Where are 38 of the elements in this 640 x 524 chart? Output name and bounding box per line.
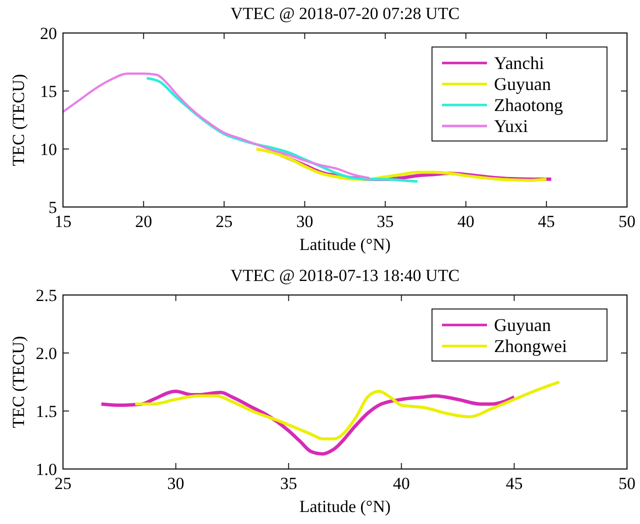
- y-tick-label: 20: [40, 24, 57, 43]
- y-tick-label: 15: [40, 82, 57, 101]
- y-tick-label: 1.0: [36, 460, 57, 479]
- x-tick-label: 25: [54, 474, 72, 493]
- x-tick-label: 40: [457, 212, 474, 231]
- y-tick-label: 10: [40, 140, 57, 159]
- legend-label: Yanchi: [494, 53, 544, 73]
- x-tick-label: 30: [167, 474, 184, 493]
- y-tick-label: 5: [48, 198, 57, 217]
- x-tick-label: 45: [538, 212, 555, 231]
- y-axis-title: TEC (TECU): [9, 336, 28, 428]
- x-tick-label: 35: [376, 212, 394, 231]
- line-series: [100, 390, 516, 456]
- y-tick-label: 1.5: [36, 402, 57, 421]
- y-tick-label: 2.5: [36, 286, 57, 305]
- x-tick-label: 30: [296, 212, 314, 231]
- chart-title: VTEC @ 2018-07-20 07:28 UTC: [230, 4, 460, 23]
- x-tick-label: 50: [618, 212, 636, 231]
- x-tick-label: 45: [506, 474, 523, 493]
- legend-label: Yuxi: [494, 116, 528, 136]
- x-tick-label: 15: [54, 212, 72, 231]
- legend-label: Guyuan: [494, 315, 551, 335]
- x-axis-title: Latitude (°N): [299, 235, 391, 254]
- legend-label: Zhongwei: [494, 336, 567, 356]
- x-tick-label: 50: [618, 474, 636, 493]
- legend-label: Guyuan: [494, 74, 551, 94]
- x-tick-label: 20: [135, 212, 152, 231]
- line-series: [134, 380, 561, 440]
- legend-label: Zhaotong: [494, 95, 563, 115]
- y-tick-label: 2.0: [36, 344, 57, 363]
- x-axis-title: Latitude (°N): [299, 497, 391, 516]
- x-tick-label: 40: [392, 474, 410, 493]
- chart-title: VTEC @ 2018-07-13 18:40 UTC: [230, 266, 460, 285]
- line-series: [63, 72, 370, 180]
- y-axis-title: TEC (TECU): [9, 74, 28, 166]
- x-tick-label: 25: [216, 212, 233, 231]
- line-series: [254, 148, 548, 182]
- x-tick-label: 35: [280, 474, 298, 493]
